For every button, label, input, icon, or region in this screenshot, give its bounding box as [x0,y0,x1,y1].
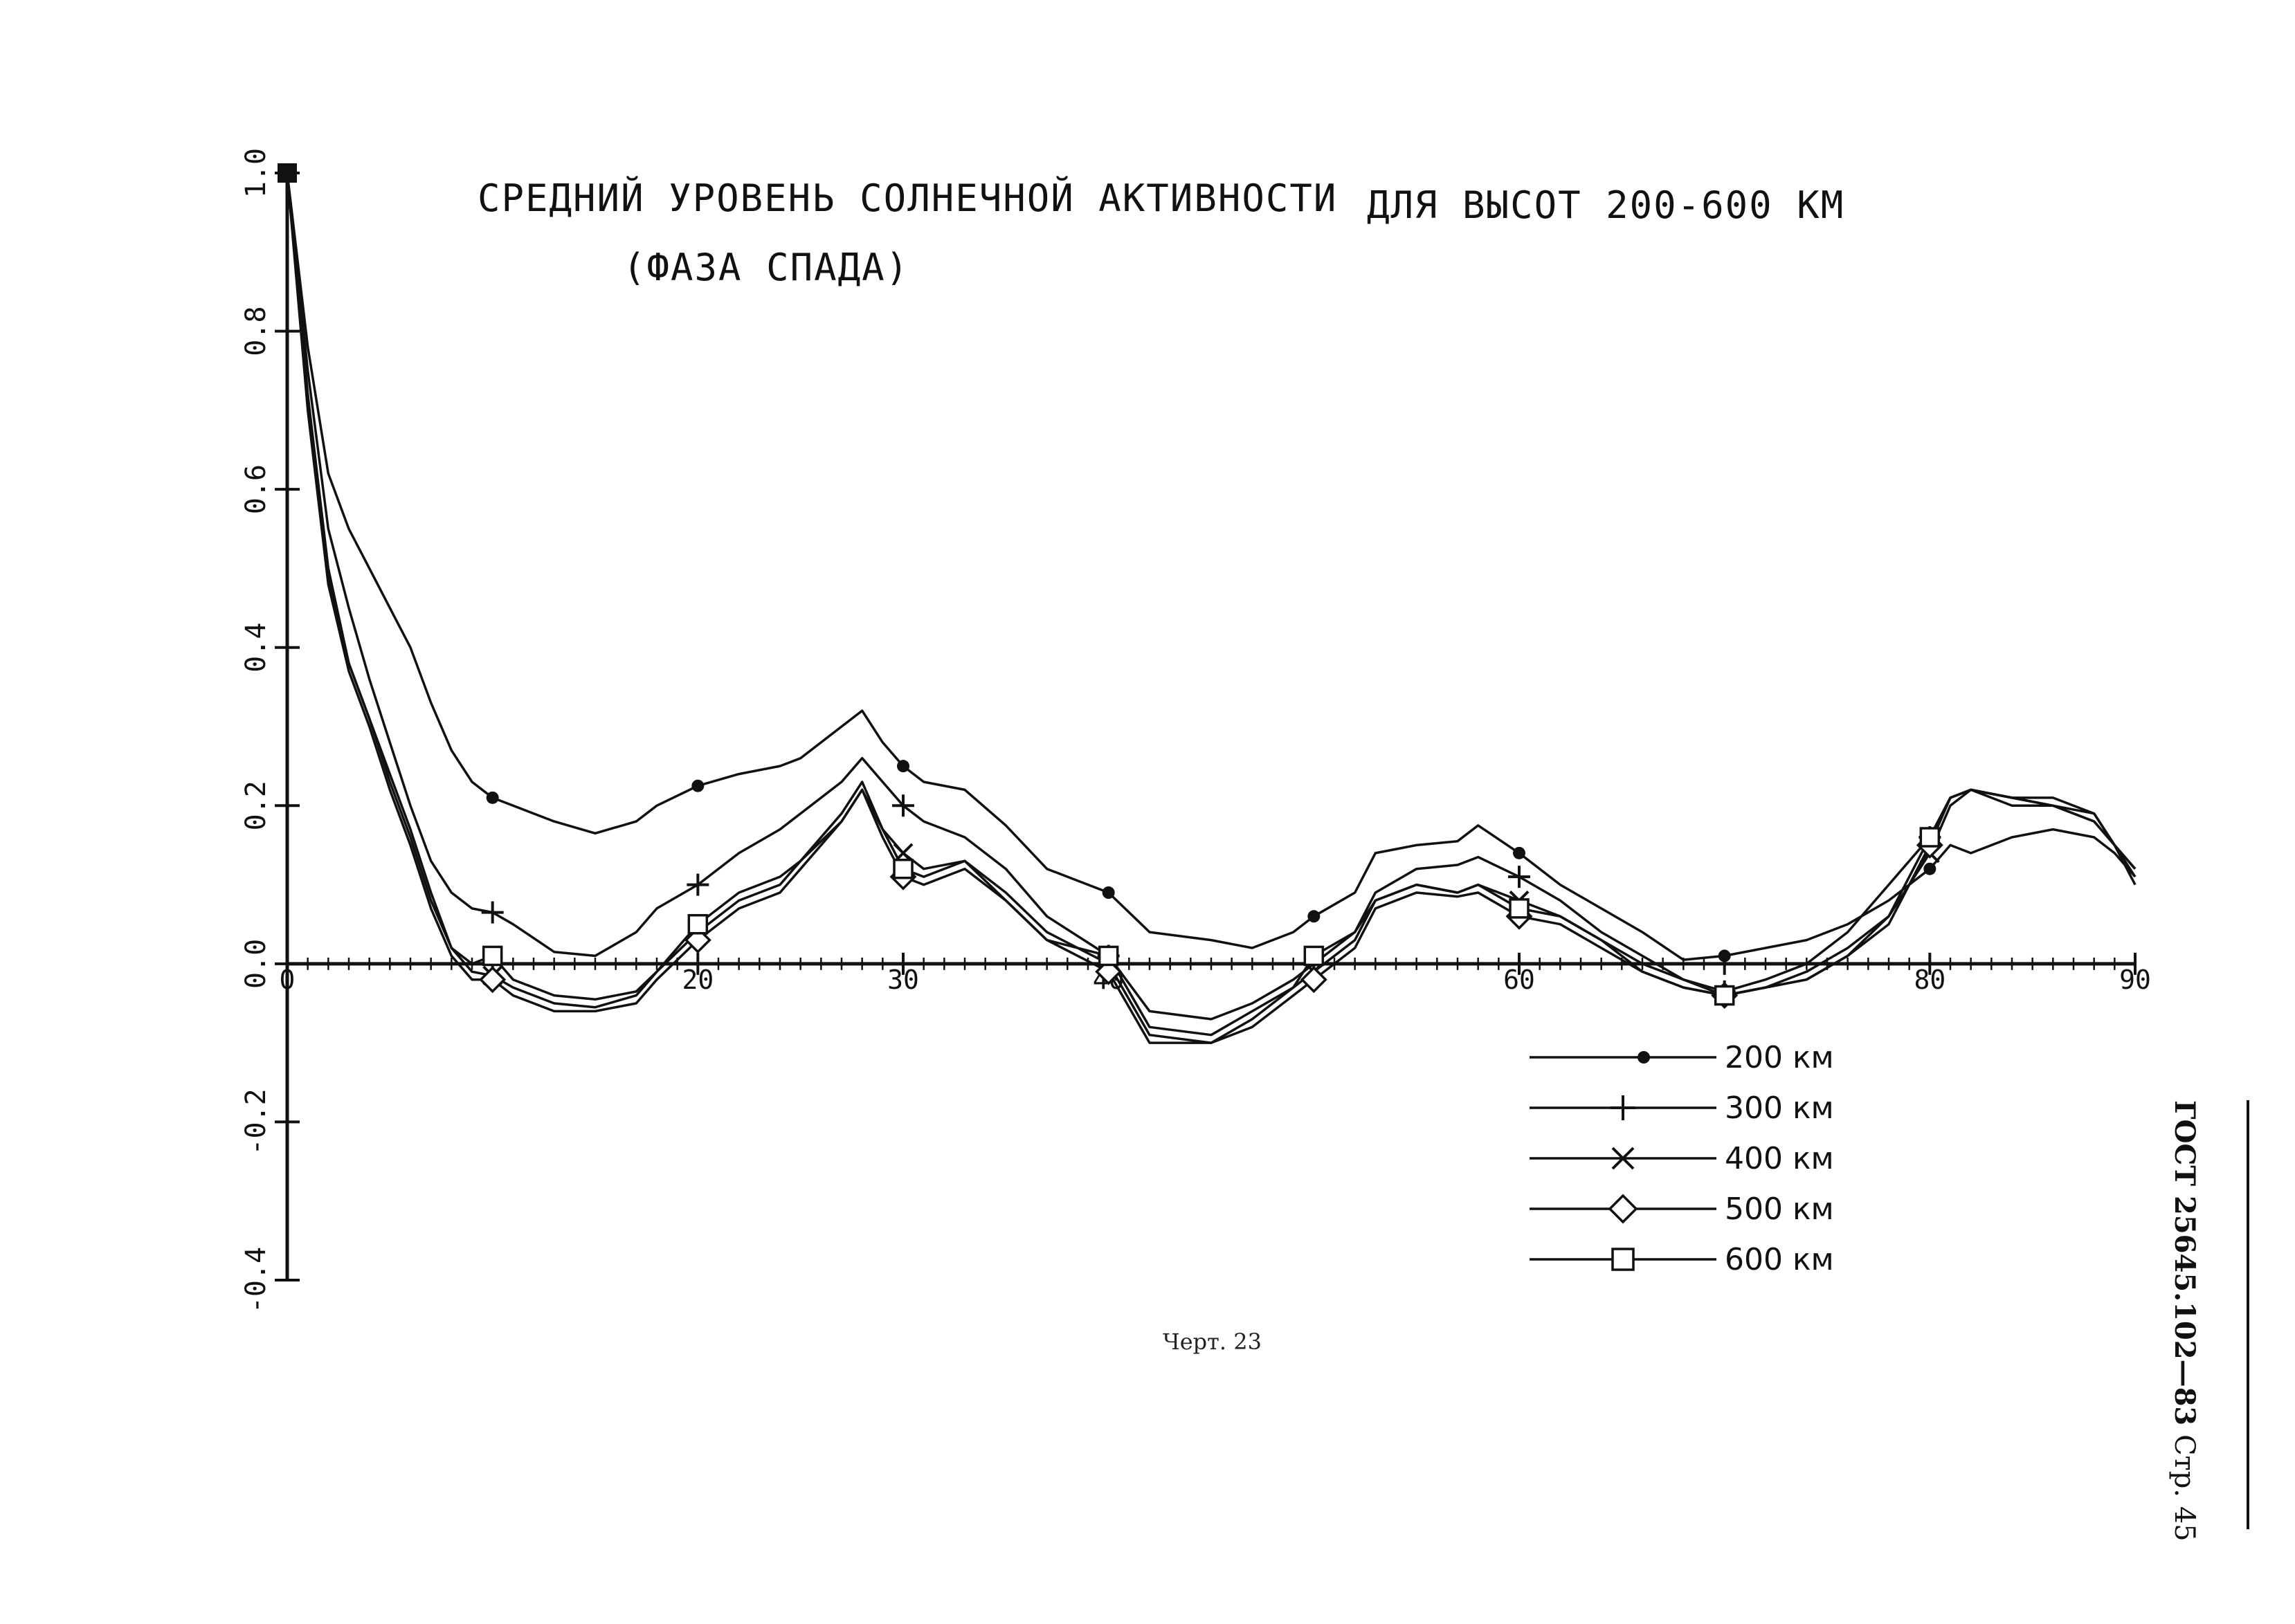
marker-plus [1611,1095,1635,1120]
standard-number: ГОСТ 25645.102—83 [2168,1100,2201,1426]
y-tick-label: 0.6 [240,464,272,514]
marker-square [1714,985,1735,1006]
marker-plus [1508,866,1530,888]
marker-square [893,858,914,879]
series-line [286,172,2137,961]
marker-dot [486,791,499,804]
marker-square [1509,898,1530,919]
y-tick-label: 0.2 [240,781,272,830]
start-marker [278,163,297,183]
chart-title: СРЕДНИЙ УРОВЕНЬ СОЛНЕЧНОЙ АКТИВНОСТИ [478,176,1337,220]
x-tick-label: 90 [2119,965,2151,995]
marker-square [1303,945,1325,967]
y-tick-label: -0.2 [240,1088,272,1155]
marker-square [1611,1248,1635,1271]
y-tick-label: -0.4 [240,1247,272,1313]
marker-dot [1513,846,1525,859]
series-line [286,172,2137,1021]
marker-dot [897,760,909,773]
y-tick-label: 0.4 [240,623,272,673]
marker-diamond [1300,966,1327,994]
marker-dot [1718,949,1731,962]
legend-label: 300 км [1725,1091,1834,1126]
y-tick-labels: 1.0 0.8 0.6 0.4 0.2 0.0 -0.2 -0.4 [240,148,272,1313]
marker-square [482,945,503,967]
legend-label: 200 км [1725,1040,1834,1075]
marker-square [687,913,709,935]
page-number: Стр. 45 [2168,1434,2200,1542]
marker-diamond [479,966,507,994]
marker-dot [1923,862,1936,875]
legend: 200 км 300 км 400 км 500 км 600 км [1530,1040,1834,1277]
legend-label: 500 км [1725,1192,1834,1227]
header-rule [2247,1100,2249,1529]
marker-plus [892,794,914,817]
marker-square [1098,945,1119,967]
marker-x [1611,1147,1635,1170]
series-line [286,172,2137,1044]
y-tick-label: 0.0 [240,939,272,989]
axes [275,172,2137,1281]
marker-dot [691,779,705,792]
figure-caption: Черт. 23 [1163,1329,1262,1355]
page-header: ГОСТ 25645.102—83 Стр. 45 [2168,1100,2263,1542]
marker-dot [1307,910,1321,923]
x-tick-label: 30 [887,965,919,995]
marker-dot [1638,1051,1650,1064]
x-tick-label: 60 [1503,965,1535,995]
marker-diamond [1608,1194,1638,1224]
series-lines [286,172,2137,1044]
chart-title-right: ДЛЯ ВЫСОТ 200-600 КМ [1367,183,1844,227]
y-tick-label: 0.8 [240,306,272,356]
y-tick-label: 1.0 [240,148,272,198]
legend-label: 600 км [1725,1242,1834,1277]
x-tick-label: 20 [682,965,714,995]
x-tick-label: 0 [280,965,296,995]
marker-dot [1102,886,1115,899]
series-line [286,172,2137,1044]
marker-square [1919,827,1941,848]
chart-subtitle: (ФАЗА СПАДА) [623,246,909,289]
marker-plus [481,901,504,924]
series-line [286,172,2137,1037]
x-tick-label: 80 [1914,965,1945,995]
x-tick-labels: 0203040608090 [280,965,2151,995]
series-markers [278,163,1943,1010]
legend-label: 400 км [1725,1141,1834,1176]
marker-plus [687,873,709,896]
